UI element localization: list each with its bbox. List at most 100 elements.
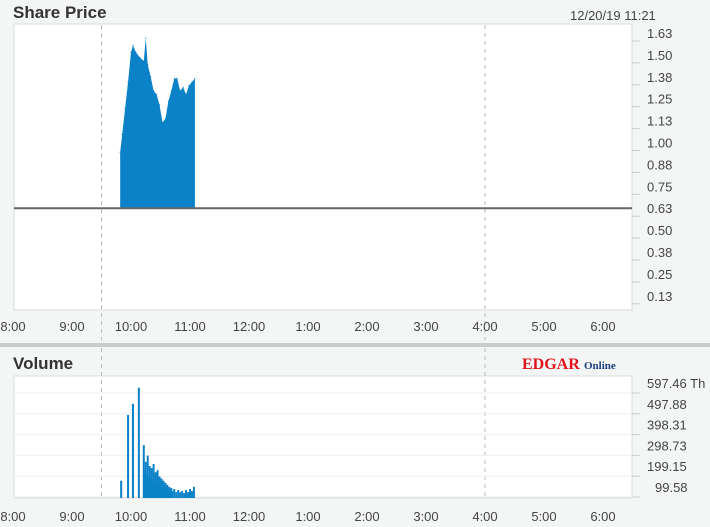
timestamp: 12/20/19 11:21	[570, 8, 656, 23]
price-point	[182, 86, 184, 88]
y-tick-label: 199.15	[647, 459, 687, 474]
volume-bar	[177, 490, 180, 498]
y-tick-label: 99.58	[655, 480, 688, 495]
price-point	[170, 90, 172, 92]
price-point	[132, 44, 134, 46]
volume-bar	[189, 489, 191, 498]
x-tick-label: 4:00	[472, 509, 497, 524]
price-point	[119, 151, 121, 153]
price-point	[191, 81, 193, 83]
volume-bar	[183, 493, 186, 498]
price-point	[150, 76, 152, 78]
price-point	[147, 63, 149, 66]
y-tick-label: 298.73	[647, 438, 687, 453]
y-tick-label: 0.25	[647, 267, 672, 282]
volume-bar	[156, 470, 159, 498]
volume-bar	[175, 492, 178, 498]
price-point	[143, 60, 145, 62]
volume-bar	[190, 491, 193, 498]
x-tick-label: 10:00	[115, 509, 148, 524]
y-tick-label: 0.63	[647, 201, 672, 216]
price-point	[173, 77, 175, 80]
x-tick-label: 1:00	[295, 319, 320, 334]
volume-bar	[179, 492, 182, 498]
x-tick-label: 6:00	[590, 509, 615, 524]
x-tick-label: 11:00	[174, 319, 206, 334]
volume-bar	[171, 491, 174, 498]
price-point	[167, 100, 169, 102]
y-tick-label: 0.13	[647, 289, 672, 304]
x-tick-label: 12:00	[233, 509, 266, 524]
volume-plot-area	[13, 375, 633, 499]
price-point	[124, 107, 126, 109]
volume-bar	[192, 486, 195, 498]
volume-bar	[131, 403, 134, 498]
price-point	[179, 90, 181, 92]
price-point	[130, 51, 132, 53]
price-point	[176, 77, 178, 80]
x-tick-label: 2:00	[354, 509, 379, 524]
price-series-group	[14, 25, 632, 340]
price-point	[188, 84, 190, 87]
y-tick-label: 597.46 Th	[647, 376, 705, 391]
volume-bar	[152, 463, 155, 498]
price-point	[158, 104, 161, 106]
y-tick-label: 398.31	[647, 418, 687, 433]
panel-divider	[0, 343, 710, 347]
price-point	[161, 121, 164, 123]
x-tick-label: 11:00	[174, 509, 206, 524]
price-point	[127, 81, 129, 83]
price-plot-area	[13, 23, 633, 311]
x-tick-label: 4:00	[472, 319, 497, 334]
volume-bar	[187, 492, 190, 498]
x-tick-label: 5:00	[531, 509, 556, 524]
y-tick-label: 1.13	[647, 114, 672, 129]
volume-bar	[173, 489, 176, 498]
volume-title: Volume	[13, 354, 73, 373]
price-point	[139, 56, 141, 59]
x-tick-label: 3:00	[413, 509, 438, 524]
y-tick-label: 0.50	[647, 223, 672, 238]
volume-y-axis: 597.46 Th 497.88 398.31 298.73 199.15 99.58	[632, 376, 705, 498]
x-tick-label: 10:00	[115, 319, 148, 334]
price-point	[153, 90, 155, 92]
y-tick-label: 0.88	[647, 157, 672, 172]
price-point	[145, 37, 147, 39]
y-tick-label: 497.88	[647, 397, 687, 412]
x-tick-label: 6:00	[590, 319, 615, 334]
price-title: Share Price	[13, 3, 107, 22]
price-x-axis: 8:00 9:00 10:00 11:00 12:00 1:00 2:00 3:00 4:00 5…	[0, 319, 615, 334]
price-point	[135, 51, 137, 53]
x-tick-label: 9:00	[59, 319, 84, 334]
price-point	[121, 134, 123, 136]
x-tick-label: 3:00	[413, 319, 438, 334]
y-tick-label: 1.25	[647, 92, 672, 107]
price-point	[194, 77, 196, 80]
y-tick-label: 1.00	[647, 136, 672, 151]
volume-series-group	[14, 348, 632, 498]
y-tick-label: 0.75	[647, 179, 672, 194]
y-tick-label: 0.38	[647, 245, 672, 260]
volume-x-axis: 8:00 9:00 10:00 11:00 12:00 1:00 2:00 3:00 4:00 5…	[0, 509, 615, 524]
y-tick-label: 1.50	[647, 48, 672, 63]
volume-bar	[185, 490, 188, 498]
x-tick-label: 8:00	[0, 509, 25, 524]
price-point	[155, 93, 158, 95]
x-tick-label: 12:00	[233, 319, 266, 334]
price-point	[164, 118, 167, 120]
volume-bar	[137, 387, 140, 498]
edgar-online-logo: EDGAR Online	[522, 356, 616, 373]
volume-bar	[127, 414, 130, 498]
svg-text:Online: Online	[584, 360, 616, 372]
volume-bar	[120, 480, 123, 498]
volume-bar	[181, 491, 184, 498]
x-tick-label: 2:00	[354, 319, 379, 334]
x-tick-label: 9:00	[59, 509, 84, 524]
price-point	[185, 93, 187, 95]
x-tick-label: 8:00	[0, 319, 25, 334]
x-tick-label: 5:00	[531, 319, 556, 334]
price-y-axis: 1.63 1.50 1.38 1.25 1.13 1.00 0.88 0.75 0.63 0.50…	[632, 26, 672, 305]
y-tick-label: 1.63	[647, 26, 672, 41]
price-area	[120, 38, 195, 209]
